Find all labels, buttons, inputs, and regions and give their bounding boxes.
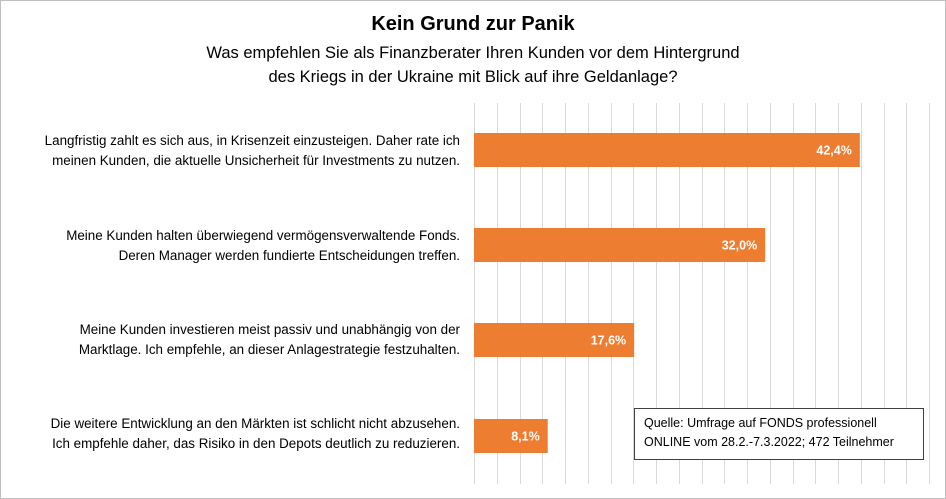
category-label-3-line-1: Meine Kunden investieren meist passiv un… <box>79 322 460 337</box>
category-label-2-line-1: Meine Kunden halten überwiegend vermögen… <box>66 228 460 243</box>
category-label-4-line-2: Ich empfehle daher, das Risiko in den De… <box>52 436 460 451</box>
category-label-1-line-2: meinen Kunden, die aktuelle Unsicherheit… <box>52 153 460 168</box>
source-note-line-1: Quelle: Umfrage auf FONDS professionell <box>644 416 877 430</box>
source-note-box: Quelle: Umfrage auf FONDS professionell … <box>634 408 924 460</box>
bar-value-label-4: 8,1% <box>511 430 540 444</box>
category-label-2-line-2: Deren Manager werden fundierte Entscheid… <box>118 248 460 263</box>
source-note-line-2: ONLINE vom 28.2.-7.3.2022; 472 Teilnehme… <box>644 435 894 449</box>
subtitle-line-1: Was empfehlen Sie als Finanzberater Ihre… <box>206 44 740 62</box>
bar-4 <box>474 419 548 453</box>
category-label-4-line-1: Die weitere Entwicklung an den Märkten i… <box>50 416 460 431</box>
bar-value-label-3: 17,6% <box>591 334 626 348</box>
category-label-1: Langfristig zahlt es sich aus, in Krisen… <box>4 131 460 171</box>
bar-value-label-1: 42,4% <box>816 144 851 158</box>
category-label-3-line-2: Marktlage. Ich empfehle, an dieser Anlag… <box>78 342 460 357</box>
bar-3 <box>474 323 635 357</box>
bar-value-label-2: 32,0% <box>722 239 757 253</box>
chart-title: Kein Grund zur Panik <box>371 13 575 35</box>
category-label-4: Die weitere Entwicklung an den Märkten i… <box>4 414 460 454</box>
bar-1 <box>474 133 860 167</box>
bar-2 <box>474 228 766 262</box>
category-label-2: Meine Kunden halten überwiegend vermögen… <box>4 226 460 266</box>
subtitle-line-2: des Kriegs in der Ukraine mit Blick auf … <box>268 68 678 86</box>
category-label-3: Meine Kunden investieren meist passiv un… <box>4 320 460 360</box>
chart-subtitle: Was empfehlen Sie als Finanzberater Ihre… <box>173 41 773 89</box>
category-label-1-line-1: Langfristig zahlt es sich aus, in Krisen… <box>44 133 460 148</box>
